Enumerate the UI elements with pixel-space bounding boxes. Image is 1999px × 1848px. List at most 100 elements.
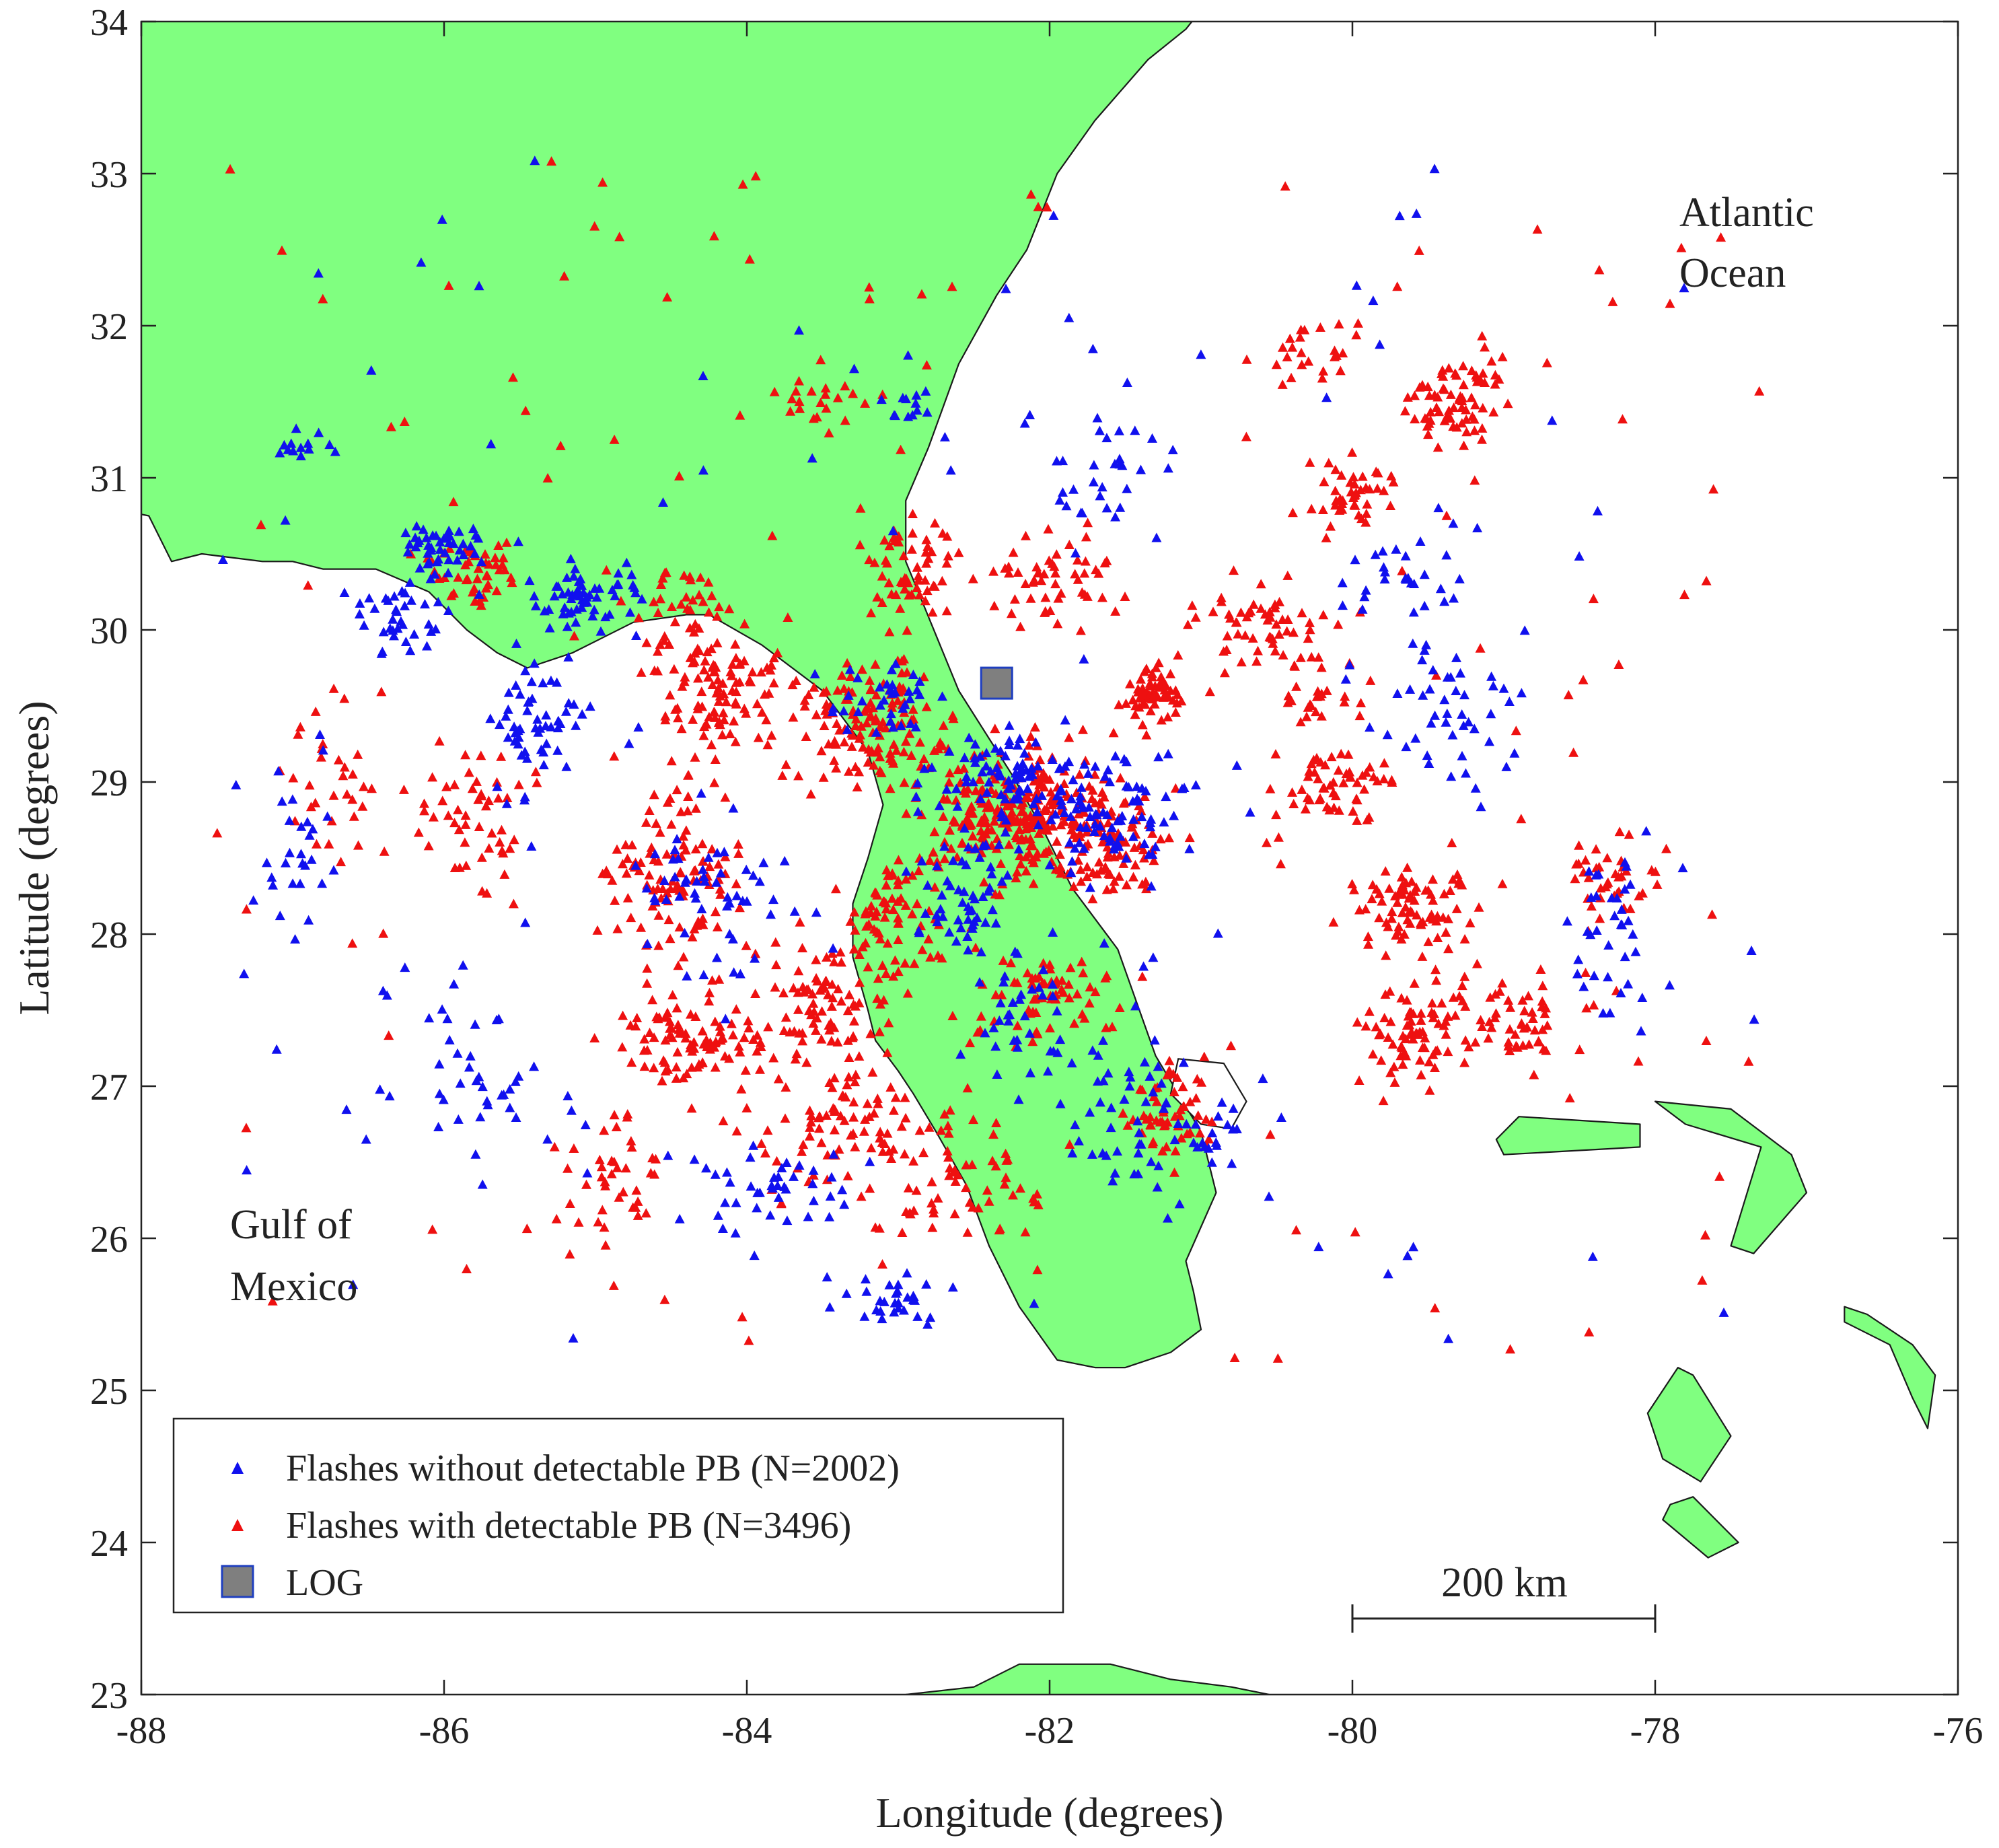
- flash-without-pb-point: [330, 446, 340, 456]
- flash-without-pb-point: [458, 960, 468, 970]
- flash-with-pb-point: [829, 755, 840, 765]
- flash-without-pb-point: [1016, 773, 1027, 783]
- flash-with-pb-point: [1164, 1055, 1175, 1065]
- flash-without-pb-point: [1486, 709, 1496, 719]
- flash-with-pb-point: [642, 1044, 653, 1055]
- flash-with-pb-point: [1147, 694, 1157, 704]
- flash-without-pb-point: [1749, 1014, 1759, 1024]
- flash-with-pb-point: [901, 808, 912, 818]
- flash-with-pb-point: [669, 664, 680, 674]
- flash-with-pb-point: [811, 412, 822, 422]
- flash-with-pb-point: [927, 1222, 938, 1232]
- flash-without-pb-point: [1718, 1307, 1729, 1317]
- flash-without-pb-point: [437, 214, 447, 224]
- flash-with-pb-point: [469, 583, 480, 594]
- flash-with-pb-point: [921, 360, 932, 369]
- flash-with-pb-point: [1056, 868, 1066, 878]
- flash-without-pb-point: [1411, 208, 1422, 218]
- flash-without-pb-point: [1178, 1057, 1189, 1067]
- flash-without-pb-point: [1068, 775, 1079, 785]
- flash-with-pb-point: [699, 721, 710, 732]
- flash-with-pb-point: [1349, 478, 1360, 489]
- flash-with-pb-point: [762, 662, 772, 672]
- flash-with-pb-point: [1700, 1230, 1710, 1240]
- flash-with-pb-point: [929, 826, 940, 837]
- flash-without-pb-point: [630, 588, 641, 598]
- flash-with-pb-point: [1109, 876, 1120, 886]
- flash-with-pb-point: [714, 602, 725, 612]
- flash-with-pb-point: [874, 1223, 885, 1233]
- flash-with-pb-point: [869, 924, 879, 934]
- flash-with-pb-point: [444, 543, 455, 553]
- flash-with-pb-point: [1025, 731, 1036, 741]
- flash-without-pb-point: [885, 709, 896, 719]
- flash-with-pb-point: [1032, 1265, 1043, 1275]
- flash-without-pb-point: [1169, 1135, 1180, 1145]
- flash-without-pb-point: [939, 841, 950, 851]
- flash-with-pb-point: [874, 1026, 885, 1036]
- flash-without-pb-point: [546, 675, 556, 685]
- flash-with-pb-point: [772, 647, 783, 658]
- flash-with-pb-point: [939, 853, 950, 863]
- flash-with-pb-point: [842, 1035, 853, 1045]
- flash-with-pb-point: [617, 1042, 628, 1052]
- x-axis-label: Longitude (degrees): [875, 1789, 1223, 1837]
- flash-with-pb-point: [976, 1011, 986, 1021]
- flash-with-pb-point: [727, 659, 738, 669]
- flash-with-pb-point: [682, 806, 693, 816]
- flash-without-pb-point: [284, 815, 295, 825]
- flash-without-pb-point: [1484, 736, 1494, 746]
- flash-without-pb-point: [766, 909, 776, 919]
- flash-without-pb-point: [412, 538, 423, 548]
- flash-with-pb-point: [1438, 383, 1449, 393]
- flash-with-pb-point: [689, 865, 700, 876]
- flash-with-pb-point: [1082, 861, 1093, 872]
- flash-without-pb-point: [1313, 1242, 1324, 1252]
- flash-with-pb-point: [1069, 1018, 1080, 1028]
- flash-with-pb-point: [1352, 1017, 1362, 1027]
- flash-with-pb-point: [1414, 1026, 1425, 1036]
- flash-with-pb-point: [1075, 864, 1086, 874]
- flash-without-pb-point: [1024, 1028, 1035, 1038]
- flash-with-pb-point: [890, 1092, 901, 1102]
- flash-with-pb-point: [1120, 837, 1131, 847]
- flash-with-pb-point: [888, 971, 899, 981]
- flash-with-pb-point: [990, 723, 1001, 734]
- flash-without-pb-point: [1009, 774, 1020, 784]
- flash-without-pb-point: [1161, 1097, 1171, 1107]
- flash-without-pb-point: [482, 1096, 493, 1106]
- flash-with-pb-point: [1621, 865, 1632, 876]
- flash-without-pb-point: [994, 839, 1005, 849]
- flash-with-pb-point: [476, 750, 486, 760]
- flash-without-pb-point: [295, 878, 305, 888]
- flash-with-pb-point: [875, 1127, 885, 1137]
- flash-with-pb-point: [1306, 503, 1317, 513]
- flash-without-pb-point: [1115, 502, 1126, 512]
- flash-with-pb-point: [856, 1191, 867, 1201]
- flash-without-pb-point: [750, 953, 760, 963]
- flash-without-pb-point: [1105, 1123, 1116, 1133]
- flash-with-pb-point: [1369, 771, 1379, 781]
- flash-with-pb-point: [1109, 851, 1120, 861]
- flash-with-pb-point: [924, 1122, 935, 1132]
- flash-with-pb-point: [513, 779, 524, 789]
- flash-with-pb-point: [1271, 359, 1282, 369]
- flash-with-pb-point: [1182, 1129, 1192, 1139]
- flash-without-pb-point: [314, 427, 324, 437]
- flash-with-pb-point: [855, 977, 865, 987]
- flash-without-pb-point: [553, 581, 563, 591]
- flash-without-pb-point: [458, 550, 469, 559]
- flash-without-pb-point: [1013, 1094, 1024, 1104]
- flash-without-pb-point: [1156, 1078, 1167, 1088]
- flash-with-pb-point: [1023, 751, 1034, 761]
- flash-with-pb-point: [1105, 869, 1116, 879]
- flash-with-pb-point: [852, 782, 863, 791]
- flash-with-pb-point: [1049, 561, 1060, 571]
- flash-with-pb-point: [869, 1108, 879, 1118]
- flash-with-pb-point: [589, 1033, 600, 1042]
- flash-without-pb-point: [669, 845, 680, 855]
- flash-with-pb-point: [816, 1034, 827, 1044]
- flash-without-pb-point: [1636, 1026, 1646, 1036]
- flash-with-pb-point: [1564, 1093, 1575, 1103]
- flash-with-pb-point: [1457, 880, 1467, 890]
